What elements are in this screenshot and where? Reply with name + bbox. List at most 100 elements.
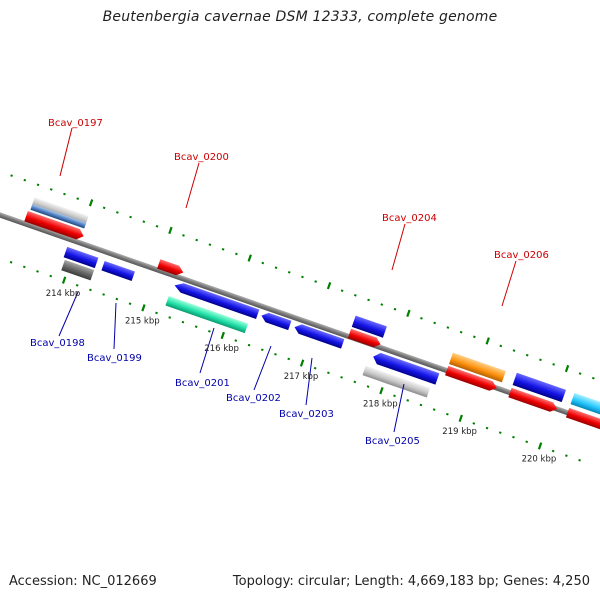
scale-tick-minor <box>353 294 357 297</box>
scale-tick-minor <box>433 321 437 325</box>
scale-tick-major <box>537 442 543 450</box>
scale-tick-minor <box>129 215 132 219</box>
scale-tick-minor <box>142 220 146 223</box>
gene-feature-lightgray[interactable] <box>31 197 89 225</box>
leader-line-bcav-0201 <box>199 327 215 374</box>
forward-strand-features <box>24 197 600 431</box>
scale-tick-minor <box>419 403 423 407</box>
gene-feature-blue-0205[interactable] <box>371 351 440 385</box>
kbp-label: 217 kbp <box>284 372 319 382</box>
scale-tick-minor <box>287 271 291 274</box>
leader-line-bcav-0203 <box>305 357 313 406</box>
scale-tick-minor <box>498 431 502 434</box>
scale-tick-minor <box>23 178 27 182</box>
gene-feature-bcav-0204[interactable] <box>351 315 387 338</box>
scale-tick-major <box>564 364 570 373</box>
gene-feature-bcav-0206[interactable] <box>448 352 506 383</box>
leader-line-bcav-0206 <box>501 260 517 307</box>
scale-tick-minor <box>287 357 291 361</box>
gene-label-bcav-0199[interactable]: Bcav_0199 <box>87 353 142 364</box>
scale-tick-minor <box>314 280 318 283</box>
scale-tick-minor <box>195 238 199 242</box>
gene-feature-bcav-0198[interactable] <box>61 259 95 281</box>
gene-label-bcav-0203[interactable]: Bcav_0203 <box>279 409 334 420</box>
gene-feature-bcav-0200[interactable] <box>157 259 185 277</box>
reverse-scale-ticks <box>9 260 581 462</box>
scale-tick-major <box>141 304 146 312</box>
gene-feature-bcav-0203[interactable] <box>293 322 345 349</box>
gene-feature-red-0208[interactable] <box>565 407 600 431</box>
gene-label-bcav-0198[interactable]: Bcav_0198 <box>30 338 85 349</box>
gene-feature-red-0206[interactable] <box>445 365 498 393</box>
scale-tick-minor <box>49 188 53 191</box>
gene-feature-bcav-0197[interactable] <box>24 210 85 241</box>
scale-tick-major <box>61 276 67 284</box>
scale-tick-minor <box>182 234 185 237</box>
gene-feature-bcav-0202[interactable] <box>260 311 292 331</box>
scale-tick-major <box>168 226 173 235</box>
scale-tick-minor <box>446 412 449 416</box>
gene-label-bcav-0197[interactable]: Bcav_0197 <box>48 118 103 129</box>
scale-tick-minor <box>313 366 317 370</box>
gene-feature-blue-0198[interactable] <box>63 246 99 269</box>
gene-feature-red-0207[interactable] <box>508 387 559 414</box>
gene-label-bcav-0205[interactable]: Bcav_0205 <box>365 436 420 447</box>
scale-tick-major <box>247 254 252 262</box>
scale-tick-minor <box>367 298 370 302</box>
scale-tick-minor <box>208 243 212 246</box>
reverse-gene-labels: Bcav_0198 Bcav_0199 Bcav_0201 Bcav_0202 … <box>30 338 420 447</box>
scale-tick-minor <box>551 449 555 453</box>
gene-feature-red-0204[interactable] <box>347 328 382 349</box>
leader-line-bcav-0205 <box>393 383 405 433</box>
gene-feature-blue-0207[interactable] <box>512 372 566 403</box>
scale-tick-major <box>326 281 332 290</box>
scale-tick-minor <box>89 288 92 292</box>
scale-tick-minor <box>591 376 595 380</box>
scale-tick-minor <box>155 224 159 228</box>
scale-tick-minor <box>22 265 26 269</box>
gene-label-bcav-0204[interactable]: Bcav_0204 <box>382 213 437 224</box>
gene-feature-bcav-0201[interactable] <box>165 296 249 334</box>
scale-tick-minor <box>128 302 132 306</box>
genome-backbone <box>0 199 600 435</box>
scale-tick-major <box>220 331 225 340</box>
scale-tick-minor <box>234 252 238 256</box>
forward-scale-ticks <box>10 174 595 380</box>
scale-tick-minor <box>525 440 529 444</box>
scale-tick-minor <box>393 394 396 398</box>
scale-tick-major <box>458 414 463 423</box>
gene-label-bcav-0206[interactable]: Bcav_0206 <box>494 250 549 261</box>
scale-tick-minor <box>115 297 119 301</box>
scale-tick-minor <box>512 435 515 439</box>
scale-tick-minor <box>578 458 581 462</box>
gene-feature-steelblue[interactable] <box>30 204 87 229</box>
gene-feature-bcav-0205[interactable] <box>362 365 431 398</box>
gene-feature-bcav-0199[interactable] <box>101 260 135 281</box>
gene-feature-cyan-0208[interactable] <box>570 392 600 417</box>
scale-tick-minor <box>115 211 119 214</box>
gene-label-bcav-0202[interactable]: Bcav_0202 <box>226 393 281 404</box>
kbp-label: 218 kbp <box>363 400 398 410</box>
scale-tick-minor <box>155 311 158 315</box>
reverse-strand-features <box>61 246 440 398</box>
gene-label-bcav-0200[interactable]: Bcav_0200 <box>174 152 229 163</box>
scale-tick-minor <box>552 363 556 366</box>
gene-label-bcav-0201[interactable]: Bcav_0201 <box>175 378 230 389</box>
scale-tick-minor <box>353 380 357 384</box>
leader-line-bcav-0200 <box>185 162 200 209</box>
kbp-label: 219 kbp <box>442 427 477 437</box>
scale-tick-minor <box>221 247 225 251</box>
scale-tick-minor <box>472 422 476 425</box>
gene-feature-blue-0201[interactable] <box>173 281 260 319</box>
scale-tick-minor <box>36 183 40 187</box>
label-leader-lines <box>58 127 517 433</box>
kbp-label: 214 kbp <box>46 289 81 299</box>
scale-tick-minor <box>63 192 66 196</box>
leader-line-bcav-0202 <box>253 345 272 391</box>
leader-line-bcav-0199 <box>113 302 117 350</box>
forward-gene-labels: Bcav_0197 Bcav_0200 Bcav_0204 Bcav_0206 <box>48 118 549 261</box>
scale-tick-minor <box>340 376 343 379</box>
scale-tick-minor <box>260 348 264 352</box>
kbp-label: 215 kbp <box>125 317 160 327</box>
